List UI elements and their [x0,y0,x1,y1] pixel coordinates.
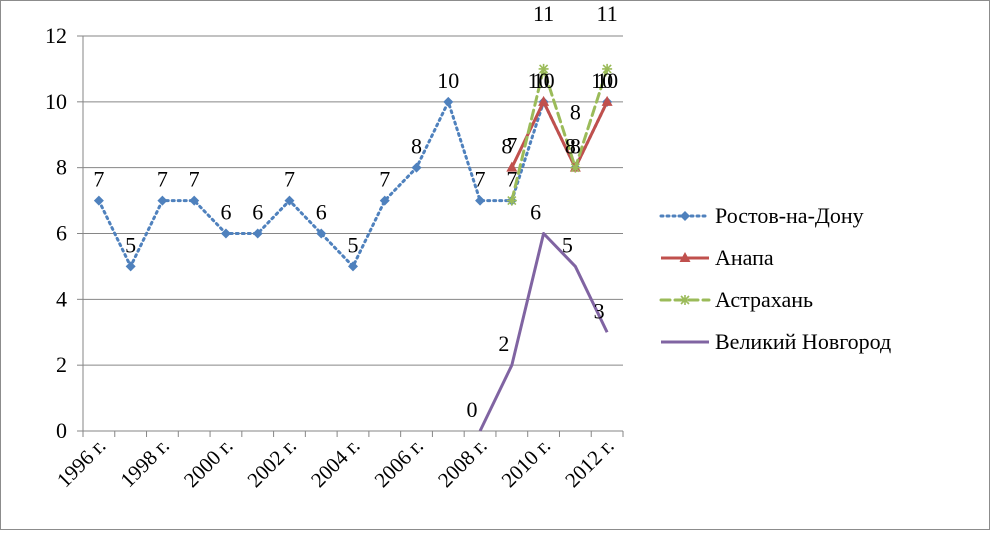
series-1-point [506,161,518,172]
x-tick-label: 2000 г. [179,434,238,493]
data-label: 10 [591,68,613,93]
data-label: 7 [506,133,517,158]
y-tick-label: 4 [56,286,67,311]
data-label: 6 [220,200,231,225]
series-0-point [125,261,136,272]
data-label: 6 [252,200,263,225]
data-label: 8 [411,134,422,159]
data-label: 8 [570,134,581,159]
y-tick-label: 0 [56,418,67,443]
y-tick-label: 12 [45,23,67,48]
legend-marker-2 [680,295,690,305]
data-label: 10 [533,68,555,93]
data-label: 8 [501,134,512,159]
data-label: 7 [284,167,295,192]
legend-label: Великий Новгород [715,329,891,354]
data-label: 8 [570,100,581,125]
data-label: 7 [506,167,517,192]
data-label: 6 [316,200,327,225]
series-0-point [157,195,168,206]
series-2-point [602,63,613,74]
y-tick-label: 2 [56,352,67,377]
series-0-point [93,195,104,206]
series-0-point [379,195,390,206]
data-label: 8 [565,134,576,159]
series-0-point [220,228,231,239]
data-label: 6 [530,200,541,225]
series-0-point [252,228,263,239]
data-label: 3 [594,298,605,323]
series-0-point [284,195,295,206]
series-0-point [348,261,358,272]
data-label: 10 [528,68,550,93]
series-2-point [538,63,549,74]
x-tick-label: 2002 г. [242,434,301,493]
series-line-1 [510,100,609,170]
data-label: 11 [533,1,554,26]
series-line-3 [478,232,609,432]
data-label: 10 [596,68,618,93]
x-tick-label: 2012 г. [560,434,619,493]
series-0-point [411,162,422,173]
series-2-point [570,162,581,173]
data-label: 0 [467,397,478,422]
data-label: 11 [597,1,618,26]
x-tick-label: 1998 г. [115,434,174,493]
data-label: 5 [348,232,359,257]
data-label: 7 [379,167,390,192]
x-tick-label: 2006 г. [370,434,429,493]
series-1-point [601,95,613,106]
data-label: 7 [157,167,168,192]
x-tick-label: 2004 г. [306,434,365,493]
y-tick-label: 6 [56,221,67,246]
data-label: 7 [93,167,104,192]
y-tick-label: 8 [56,155,67,180]
legend-label: Анапа [715,245,774,270]
series-0-point [316,228,327,239]
data-label: 2 [498,331,509,356]
series-line-2 [510,67,609,203]
data-label: 5 [125,232,136,257]
series-0-point [189,195,200,206]
x-tick-label: 2008 г. [433,434,492,493]
data-label: 7 [475,167,486,192]
y-tick-label: 10 [45,89,67,114]
series-0-point [475,195,486,206]
series-1-point [538,95,550,106]
series-2-point [506,195,517,206]
legend-marker-1 [679,252,691,262]
legend-marker-0 [680,211,690,221]
x-tick-label: 2010 г. [497,434,556,493]
data-label: 5 [562,232,573,257]
series-0-point [443,96,454,107]
data-label: 7 [189,167,200,192]
data-label: 10 [437,68,459,93]
legend-label: Ростов-на-Дону [715,203,864,228]
legend-label: Астрахань [715,287,813,312]
